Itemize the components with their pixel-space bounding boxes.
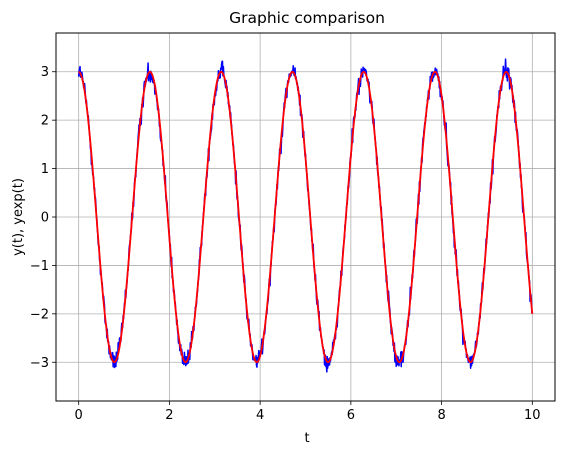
y-tick-label: 2 bbox=[41, 114, 49, 129]
y-axis-ticks: −3 −2 −1 0 1 2 3 bbox=[30, 65, 56, 371]
x-tick-label: 6 bbox=[347, 408, 355, 423]
y-tick-label: −2 bbox=[30, 307, 49, 322]
series-layer bbox=[77, 58, 534, 373]
y-tick-label: 0 bbox=[41, 211, 49, 226]
chart-title: Graphic comparison bbox=[229, 9, 385, 27]
x-tick-label: 4 bbox=[256, 408, 264, 423]
y-tick-label: −3 bbox=[30, 356, 49, 371]
series-measured-line bbox=[77, 58, 533, 373]
x-tick-label: 2 bbox=[165, 408, 173, 423]
y-axis-label: y(t), yexp(t) bbox=[11, 178, 26, 256]
series-model-line bbox=[78, 70, 534, 364]
y-tick-label: 3 bbox=[41, 65, 49, 80]
y-tick-label: −1 bbox=[30, 259, 49, 274]
x-tick-label: 10 bbox=[524, 408, 541, 423]
x-axis-label: t bbox=[304, 431, 309, 446]
x-axis-ticks: 0 2 4 6 8 10 bbox=[75, 401, 541, 423]
grid bbox=[56, 33, 555, 401]
x-tick-label: 0 bbox=[75, 408, 83, 423]
x-tick-label: 8 bbox=[437, 408, 445, 423]
y-tick-label: 1 bbox=[41, 162, 49, 177]
